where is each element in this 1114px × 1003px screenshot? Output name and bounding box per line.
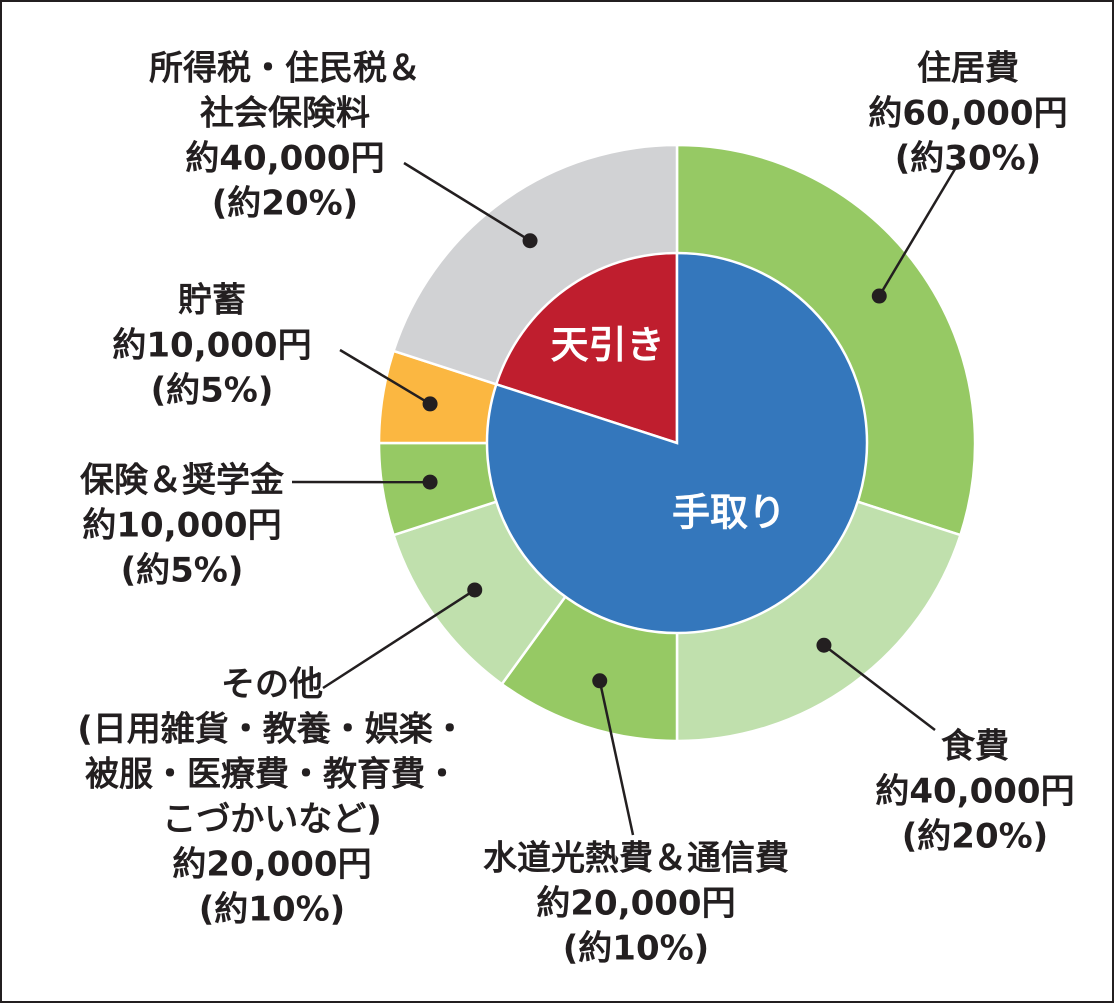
outer-label-6-line-2: 約40,000円 [185, 139, 384, 179]
outer-label-1-line-1: 約40,000円 [875, 772, 1074, 812]
outer-label-4-line-0: 保険＆奨学金 [80, 461, 285, 501]
leader-line-2 [598, 680, 635, 836]
outer-label-4-line-2: (約5%) [121, 551, 244, 591]
outer-label-6-line-1: 社会保険料 [200, 94, 370, 134]
outer-label-6-line-0: 所得税・住民税＆ [149, 49, 421, 89]
outer-label-4-line-1: 約10,000円 [82, 506, 281, 546]
outer-label-0-line-0: 住居費 [917, 49, 1019, 89]
leader-dot-2 [592, 673, 608, 689]
inner-slice-1 [485, 251, 869, 635]
outer-label-5-line-0: 貯蓄 [178, 281, 246, 321]
leader-line-6 [403, 161, 531, 242]
leader-dot-5 [422, 396, 438, 412]
outer-label-2-line-1: 約20,000円 [536, 884, 735, 924]
outer-label-2-line-2: (約10%) [563, 929, 709, 969]
leader-dot-6 [522, 233, 538, 249]
outer-label-3-line-0: その他 [221, 665, 323, 705]
leader-line-5 [339, 348, 431, 405]
outer-label-3-line-1: (日用雑貨・教養・娯楽・ [77, 710, 467, 750]
outer-label-3-line-5: (約10%) [199, 890, 345, 930]
leader-line-0 [878, 163, 960, 297]
outer-label-3-line-2: 被服・医療費・教育費・ [85, 755, 459, 795]
outer-label-3-line-4: 約20,000円 [172, 845, 371, 885]
outer-label-2-line-0: 水道光熱費＆通信費 [483, 839, 789, 879]
outer-label-0-line-2: (約30%) [895, 139, 1041, 179]
outer-label-5-line-1: 約10,000円 [112, 326, 311, 366]
outer-label-3-line-3: こづかいなど) [162, 800, 382, 840]
inner-label-0: 天引き [551, 323, 665, 367]
leader-dot-0 [871, 288, 887, 304]
leader-dot-3 [467, 582, 483, 598]
leader-dot-1 [816, 637, 832, 653]
outer-label-6-line-3: (約20%) [212, 184, 358, 224]
leader-line-1 [823, 644, 936, 731]
leader-dot-4 [422, 474, 438, 490]
inner-label-1: 手取り [672, 491, 786, 535]
inner-slice-0 [494, 251, 679, 445]
outer-label-1-line-2: (約20%) [902, 817, 1048, 857]
outer-label-0-line-1: 約60,000円 [868, 94, 1067, 134]
outer-label-5-line-2: (約5%) [151, 371, 274, 411]
leader-line-3 [322, 588, 476, 690]
outer-label-1-line-0: 食費 [941, 727, 1009, 767]
